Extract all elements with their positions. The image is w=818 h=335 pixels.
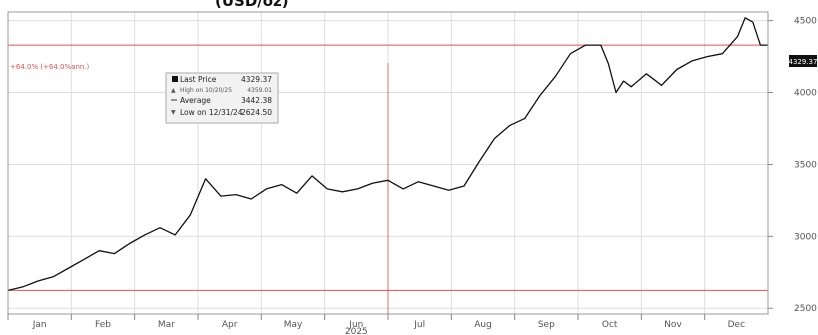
y-tick-label: 4500 [794, 17, 817, 27]
y-tick-label: 2500 [794, 304, 817, 314]
legend-value-low: 2624.50 [241, 108, 272, 117]
last-price-badge-box [789, 55, 817, 67]
legend-label-last: Last Price [180, 75, 217, 84]
legend-square-icon [172, 76, 178, 82]
legend-down-arrow-icon: ▼ [171, 109, 176, 116]
x-tick-label: Sep [538, 320, 555, 330]
legend-box [165, 72, 279, 124]
x-year-label: 2025 [345, 327, 368, 335]
legend-label-average: Average [180, 96, 211, 105]
x-tick-label: Apr [222, 320, 238, 330]
legend-value-high: 4359.01 [247, 87, 272, 94]
y-tick-label: 3000 [794, 232, 817, 242]
y-tick-label: 4000 [794, 89, 817, 99]
axes: Jan Feb Mar Apr May Jun Jul Aug Sep Oct Nov Dec 2025… [7, 11, 817, 335]
x-tick-label: Feb [95, 320, 111, 330]
last-price-badge: 4329.37 [789, 55, 818, 67]
x-tick-label: Mar [158, 320, 175, 330]
x-tick-label: Aug [474, 320, 492, 330]
chart-title: (USD/oz) [215, 0, 289, 10]
legend-label-high: High on 10/20/25 [180, 87, 232, 94]
return-label: +64.0% (+64.0%ann.) [10, 63, 90, 71]
x-tick-label: Jul [413, 320, 425, 330]
x-tick-label: Dec [728, 320, 745, 330]
series-line [7, 17, 768, 292]
last-price-badge-text: 4329.37 [789, 58, 818, 66]
x-tick-label: Jun [348, 320, 363, 330]
legend-label-low: Low on 12/31/24 [180, 108, 243, 117]
legend-value-average: 3442.38 [241, 96, 272, 105]
x-tick-label: Jan [32, 320, 47, 330]
reference-lines [8, 44, 768, 314]
x-tick-label: May [284, 320, 303, 330]
series-layer [7, 17, 768, 292]
y-tick-label: 3500 [794, 160, 817, 170]
x-tick-label: Nov [664, 320, 682, 330]
x-tick-label: Oct [602, 320, 618, 330]
legend-up-arrow-icon: ▲ [171, 87, 176, 94]
legend: Last Price 4329.37 ▲ High on 10/20/25 43… [165, 72, 279, 124]
legend-value-last: 4329.37 [241, 75, 272, 84]
